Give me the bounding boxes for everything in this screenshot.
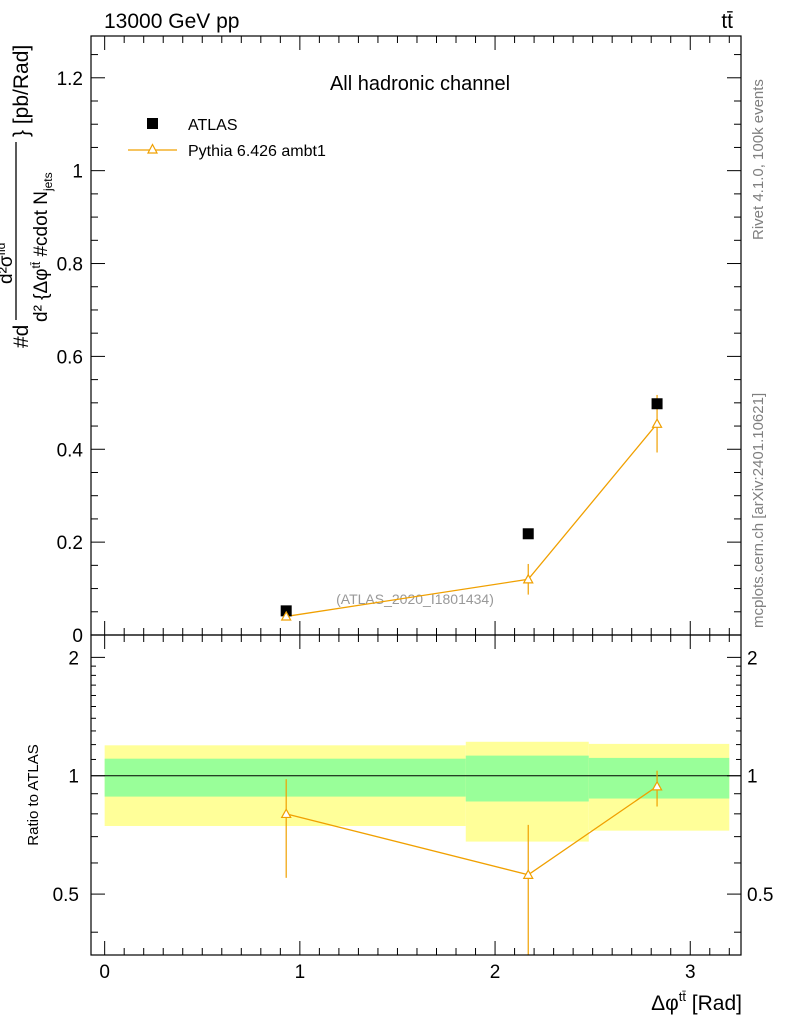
legend-data-label: ATLAS (188, 117, 238, 134)
panel-title: All hadronic channel (330, 73, 510, 95)
ylabel-unit: } [pb/Rad] (10, 45, 33, 137)
ratio-uncertainty-bands (104, 741, 730, 842)
mc-line (286, 423, 658, 618)
main-panel: 00.20.40.60.811.2 All hadronic channel (… (0, 36, 741, 647)
ylabel-denominator: d² {Δφtt̄ #cdot Njets (29, 172, 55, 322)
ratio-y-tick-label-right: 0.5 (747, 885, 773, 906)
x-tick-label: 3 (685, 962, 696, 983)
legend: ATLAS Pythia 6.426 ambt1 (128, 117, 326, 160)
mc-point (280, 610, 292, 621)
mc-point (522, 573, 534, 584)
ratio-data-marks (280, 770, 663, 955)
main-y-tick-labels: 0 0.2 0.4 0.6 0.8 1 1.2 (57, 69, 84, 647)
ratio-mc-point (280, 808, 292, 819)
ratio-panel: 0.5 0.5 1 1 2 2 0 1 2 3 Ratio to ATLAS Δφtt̄ [Ra… (25, 635, 773, 1015)
source-label: mcplots.cern.ch [arXiv:2401.10621] (750, 393, 767, 628)
ratio-y-tick-label-left: 2 (68, 648, 79, 669)
ratio-y-tick-labels: 0.5 0.5 1 1 2 2 (53, 648, 774, 906)
x-tick-labels: 0 1 2 3 (99, 962, 695, 983)
main-y-axis-title: #d d²σfid d² {Δφtt̄ #cdot Njets } [pb/Ra… (0, 45, 55, 348)
y-tick-label: 0.2 (57, 533, 83, 554)
ratio-mc-point (522, 869, 534, 879)
x-tick-label: 0 (99, 962, 110, 983)
ratio-frame (90, 634, 742, 956)
y-tick-label: 0.6 (57, 347, 83, 368)
y-tick-label: 0 (72, 626, 83, 647)
y-tick-label: 0.4 (57, 440, 84, 461)
legend-mc-marker (147, 143, 158, 154)
y-tick-label: 1 (72, 162, 83, 183)
x-tick-label: 1 (295, 962, 306, 983)
main-data-marks (280, 394, 663, 621)
ratio-y-tick-label-right: 2 (747, 648, 758, 669)
data-point (522, 528, 534, 540)
inner-band (465, 755, 589, 802)
inner-band (588, 757, 730, 799)
inner-band (104, 758, 466, 797)
x-axis-title: Δφtt̄ [Rad] (651, 989, 742, 1015)
energy-label: 13000 GeV pp (104, 10, 239, 33)
ratio-mc-point (651, 780, 663, 791)
main-axis-ticks (91, 36, 741, 636)
ratio-y-tick-label-right: 1 (747, 767, 758, 788)
ratio-axis-ticks (91, 635, 741, 955)
mc-point (651, 417, 663, 428)
x-tick-label: 2 (490, 962, 501, 983)
process-label: tt̄ (721, 10, 733, 33)
legend-mc-label: Pythia 6.426 ambt1 (188, 143, 326, 160)
y-tick-label: 1.2 (57, 69, 83, 90)
ratio-y-tick-label-left: 0.5 (53, 885, 79, 906)
rivet-label: Rivet 4.1.0, 100k events (750, 79, 767, 240)
y-tick-label: 0.8 (57, 255, 83, 276)
ylabel-hash-d: #d (10, 325, 33, 348)
ratio-y-axis-title: Ratio to ATLAS (25, 744, 42, 845)
legend-data-marker (147, 118, 158, 129)
ratio-y-tick-label-left: 1 (68, 767, 79, 788)
ylabel-numerator: d²σfid (0, 243, 17, 284)
data-point (651, 398, 663, 410)
